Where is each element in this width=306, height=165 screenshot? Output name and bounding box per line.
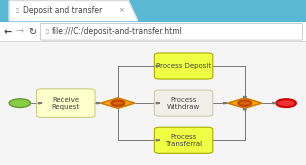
Text: ←: ← [4,27,12,37]
Polygon shape [0,22,306,41]
FancyBboxPatch shape [40,23,302,40]
Text: file:///C:/deposit-and-transfer.html: file:///C:/deposit-and-transfer.html [51,27,182,36]
Text: →: → [16,27,24,37]
Text: Deposit and transfer: Deposit and transfer [23,5,102,15]
Text: ×: × [118,7,124,13]
Text: ⎙: ⎙ [15,8,18,13]
Text: ↻: ↻ [28,27,36,37]
Text: ⎙: ⎙ [45,29,48,34]
Polygon shape [9,1,138,21]
Polygon shape [0,41,306,165]
